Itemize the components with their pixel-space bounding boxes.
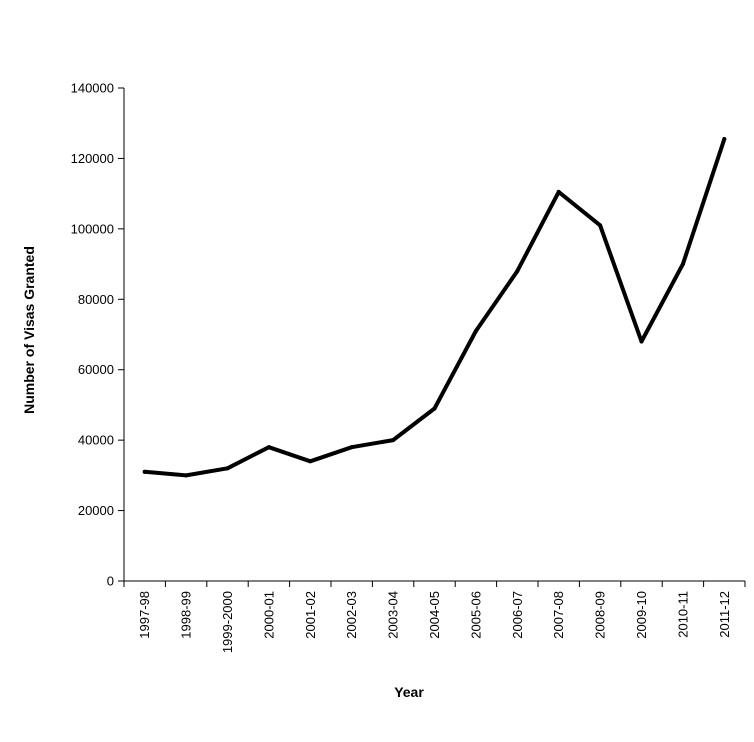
data-point [515,269,520,274]
x-tick-label: 2008-09 [593,591,608,639]
x-tick-label: 1997-98 [137,591,152,639]
series-line [142,137,727,478]
data-point [432,406,437,411]
data-point [142,469,147,474]
y-tick-label: 60000 [78,362,114,377]
data-point [556,189,561,194]
x-tick-label: 1999-2000 [220,591,235,653]
x-axis: 1997-98 1998-99 1999-2000 2000-01 2001-02 200… [123,580,746,653]
data-point [639,339,644,344]
x-tick-label: 2005-06 [468,591,483,639]
x-tick-label: 1998-99 [179,591,194,639]
y-tick-label: 40000 [78,433,114,448]
data-point [349,445,354,450]
y-tick-label: 100000 [71,221,114,236]
x-tick-label: 2011-12 [717,591,732,638]
y-axis: 0 20000 40000 60000 80000 100000 120000 140000 [71,81,125,589]
x-tick-label: 2004-05 [427,591,442,639]
y-tick-label: 80000 [78,292,114,307]
data-point [266,445,271,450]
x-tick-label: 2001-02 [303,591,318,639]
data-point [184,473,189,478]
data-point [225,466,230,471]
x-tick-label: 2010-11 [675,591,690,638]
y-axis-title: Number of Visas Granted [21,246,37,414]
data-point [598,223,603,228]
y-tick-label: 140000 [71,81,114,96]
y-tick-label: 120000 [71,151,114,166]
x-tick-label: 2002-03 [344,591,359,639]
data-point [722,137,727,142]
data-point [308,459,313,464]
data-point [391,438,396,443]
series-layer [142,137,727,478]
data-point [473,328,478,333]
data-point [680,262,685,267]
x-tick-label: 2000-01 [261,591,276,639]
x-axis-title: Year [394,684,424,700]
x-tick-label: 2007-08 [551,591,566,639]
x-tick-label: 2009-10 [634,591,649,639]
y-tick-label: 20000 [78,503,114,518]
x-tick-label: 2003-04 [386,591,401,639]
x-tick-label: 2006-07 [510,591,525,639]
y-tick-label: 0 [107,574,114,589]
